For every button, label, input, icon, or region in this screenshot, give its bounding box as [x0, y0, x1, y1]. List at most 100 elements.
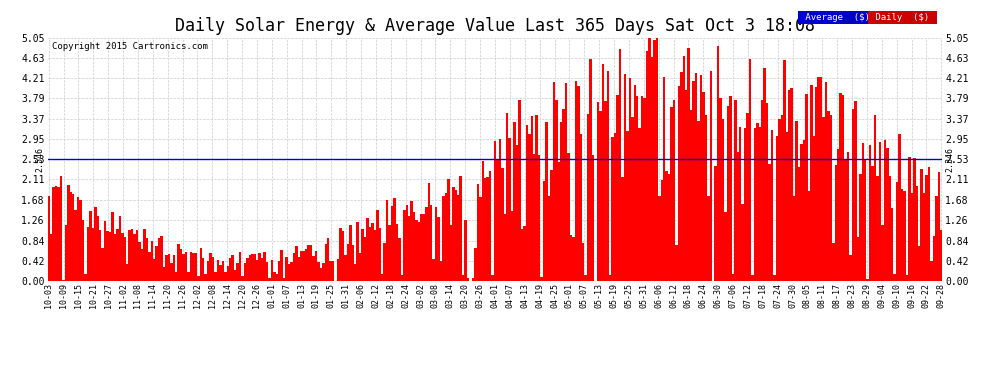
Bar — [753, 128, 756, 281]
Bar — [94, 207, 97, 281]
Bar — [813, 136, 815, 281]
Bar — [516, 146, 519, 281]
Bar — [854, 101, 856, 281]
Bar — [668, 174, 670, 281]
Bar — [185, 252, 187, 281]
Bar — [504, 214, 506, 281]
Bar — [678, 86, 680, 281]
Bar — [270, 260, 273, 281]
Bar — [557, 162, 560, 281]
Bar — [771, 130, 773, 281]
Bar — [823, 117, 825, 281]
Bar — [614, 133, 617, 281]
Bar — [680, 72, 682, 281]
Bar — [805, 94, 808, 281]
Bar — [820, 77, 823, 281]
Bar — [881, 225, 884, 281]
Bar — [928, 167, 931, 281]
Bar — [768, 164, 771, 281]
Bar — [538, 155, 541, 281]
Bar — [732, 274, 734, 281]
Bar — [886, 148, 889, 281]
Bar — [815, 87, 818, 281]
Bar — [763, 69, 766, 281]
Bar — [808, 191, 810, 281]
Bar — [639, 128, 641, 281]
Bar — [423, 214, 425, 281]
Bar — [856, 237, 859, 281]
Bar — [743, 128, 746, 281]
Bar — [109, 232, 111, 281]
Bar — [84, 273, 87, 281]
Bar — [570, 236, 572, 281]
Bar — [751, 275, 753, 281]
Bar — [665, 171, 668, 281]
Bar — [592, 154, 594, 281]
Bar — [222, 261, 224, 281]
Bar — [192, 253, 195, 281]
Bar — [381, 274, 383, 281]
Bar — [237, 262, 239, 281]
Bar — [359, 253, 361, 281]
Bar — [675, 244, 678, 281]
Bar — [474, 248, 476, 281]
Bar — [533, 154, 536, 281]
Bar — [406, 205, 408, 281]
Bar — [170, 262, 172, 281]
Bar — [157, 238, 160, 281]
Bar — [685, 90, 687, 281]
Bar — [248, 255, 251, 281]
Bar — [72, 194, 74, 281]
Bar — [265, 262, 268, 281]
Bar — [139, 242, 141, 281]
Bar — [354, 264, 356, 281]
Text: Copyright 2015 Cartronics.com: Copyright 2015 Cartronics.com — [52, 42, 208, 51]
Bar — [773, 275, 776, 281]
Bar — [565, 83, 567, 281]
Bar — [217, 261, 219, 281]
Bar — [810, 85, 813, 281]
Bar — [172, 255, 175, 281]
Bar — [312, 256, 315, 281]
Bar — [148, 252, 150, 281]
Bar — [644, 98, 645, 281]
Bar — [484, 178, 486, 281]
Bar — [69, 192, 72, 281]
Bar — [293, 253, 295, 281]
Bar — [167, 254, 170, 281]
Bar — [690, 110, 692, 281]
Bar — [182, 254, 185, 281]
Bar — [303, 251, 305, 281]
Bar — [398, 238, 401, 281]
Bar — [420, 214, 423, 281]
Bar — [742, 204, 743, 281]
Bar — [440, 261, 443, 281]
Bar — [861, 143, 864, 281]
Bar — [800, 144, 803, 281]
Bar — [155, 246, 157, 281]
Bar — [486, 177, 489, 281]
Bar — [612, 138, 614, 281]
Bar — [351, 245, 354, 281]
Bar — [298, 257, 300, 281]
Bar — [97, 216, 99, 281]
Bar — [918, 246, 921, 281]
Bar — [766, 103, 768, 281]
Bar — [152, 259, 155, 281]
Bar — [541, 277, 543, 281]
Bar — [371, 223, 373, 281]
Bar — [48, 196, 50, 281]
Bar — [349, 225, 351, 281]
Bar — [851, 109, 854, 281]
Bar — [748, 58, 751, 281]
Bar — [589, 59, 592, 281]
Bar — [89, 211, 92, 281]
Bar — [682, 57, 685, 281]
Bar — [818, 78, 820, 281]
Bar — [926, 175, 928, 281]
Bar — [59, 176, 62, 281]
Bar — [325, 244, 327, 281]
Bar — [160, 236, 162, 281]
Bar — [933, 236, 936, 281]
Bar — [521, 229, 523, 281]
